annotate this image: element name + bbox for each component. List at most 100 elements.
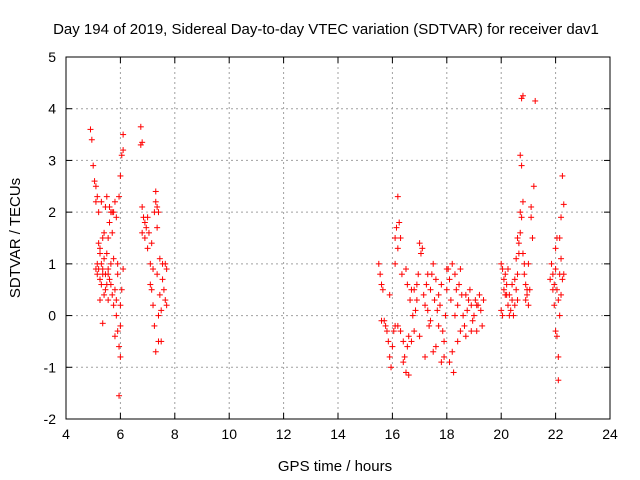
data-point	[118, 152, 125, 159]
data-point	[519, 198, 526, 205]
data-point	[517, 152, 524, 159]
data-point	[438, 359, 445, 366]
data-point	[552, 328, 559, 335]
data-point	[97, 250, 103, 257]
data-point	[464, 307, 471, 314]
data-point	[528, 203, 535, 210]
data-point	[101, 255, 108, 262]
data-point	[382, 322, 389, 329]
data-point	[509, 281, 516, 288]
data-point	[549, 286, 556, 293]
data-point	[105, 235, 112, 241]
data-point	[389, 343, 396, 350]
data-point	[479, 322, 486, 329]
data-point	[449, 348, 456, 355]
data-point	[110, 255, 117, 262]
data-point	[118, 286, 125, 293]
data-point	[152, 348, 159, 355]
data-point	[553, 235, 560, 241]
data-point	[99, 320, 106, 327]
data-point	[150, 302, 157, 309]
data-point	[393, 224, 400, 231]
data-point	[509, 297, 516, 304]
data-point	[476, 291, 483, 298]
data-point	[424, 271, 431, 278]
data-point	[383, 328, 390, 335]
data-point	[151, 322, 158, 329]
y-tick-label: 2	[48, 204, 56, 220]
data-point	[443, 286, 450, 293]
data-point	[95, 240, 102, 247]
data-point	[507, 307, 514, 314]
data-point	[106, 276, 113, 283]
data-point	[101, 229, 108, 236]
data-point	[422, 353, 429, 360]
data-point	[437, 302, 443, 309]
data-point	[439, 328, 446, 335]
data-point	[553, 333, 560, 340]
data-point	[518, 162, 525, 169]
data-point	[162, 297, 169, 304]
data-point	[446, 276, 453, 283]
data-point	[102, 286, 109, 293]
data-point	[415, 271, 422, 278]
data-point	[502, 271, 509, 278]
data-point	[106, 219, 113, 226]
data-point	[473, 328, 480, 335]
data-point	[500, 286, 507, 293]
data-point	[144, 214, 151, 221]
x-tick-label: 12	[276, 426, 292, 442]
data-point	[88, 136, 95, 143]
data-point	[505, 302, 511, 309]
axis-ticks	[65, 56, 611, 420]
data-point	[113, 297, 120, 304]
data-point	[457, 328, 464, 335]
data-point	[426, 322, 433, 329]
data-point	[111, 286, 118, 293]
data-point	[457, 266, 464, 273]
data-point	[109, 229, 116, 236]
data-point	[438, 281, 445, 288]
data-point	[468, 302, 475, 309]
data-point	[503, 281, 510, 288]
y-tick-labels: -2 -1 0 1 2 3 4 5	[44, 49, 57, 427]
data-point	[107, 260, 114, 267]
data-point	[117, 302, 124, 309]
data-point	[105, 297, 112, 304]
data-point	[500, 276, 507, 283]
x-tick-label: 22	[548, 426, 564, 442]
data-point	[143, 224, 150, 231]
data-point	[524, 291, 531, 298]
data-point	[558, 255, 565, 262]
data-point	[378, 281, 385, 288]
data-point	[416, 240, 423, 247]
data-point	[498, 260, 505, 267]
data-point	[159, 276, 166, 283]
data-point	[411, 328, 418, 335]
y-tick-label: -2	[44, 411, 57, 427]
data-point	[477, 307, 484, 314]
data-point	[141, 219, 148, 226]
data-point	[98, 281, 105, 288]
data-point	[560, 201, 567, 208]
data-point	[163, 266, 170, 273]
data-point	[400, 359, 407, 366]
x-tick-label: 10	[221, 426, 237, 442]
data-point	[548, 260, 555, 267]
data-point	[103, 193, 110, 200]
data-point	[99, 235, 106, 241]
data-point	[559, 172, 566, 179]
y-tick-label: -1	[44, 359, 57, 375]
data-point	[430, 260, 437, 267]
data-point	[117, 353, 124, 360]
data-point	[401, 353, 408, 360]
data-point	[154, 224, 161, 231]
data-point	[499, 266, 506, 273]
data-point	[87, 126, 94, 133]
data-point	[381, 317, 388, 324]
y-tick-label: 4	[48, 101, 56, 117]
data-point	[454, 338, 461, 345]
data-point	[416, 333, 423, 340]
data-point	[551, 281, 558, 288]
data-point	[471, 312, 477, 319]
